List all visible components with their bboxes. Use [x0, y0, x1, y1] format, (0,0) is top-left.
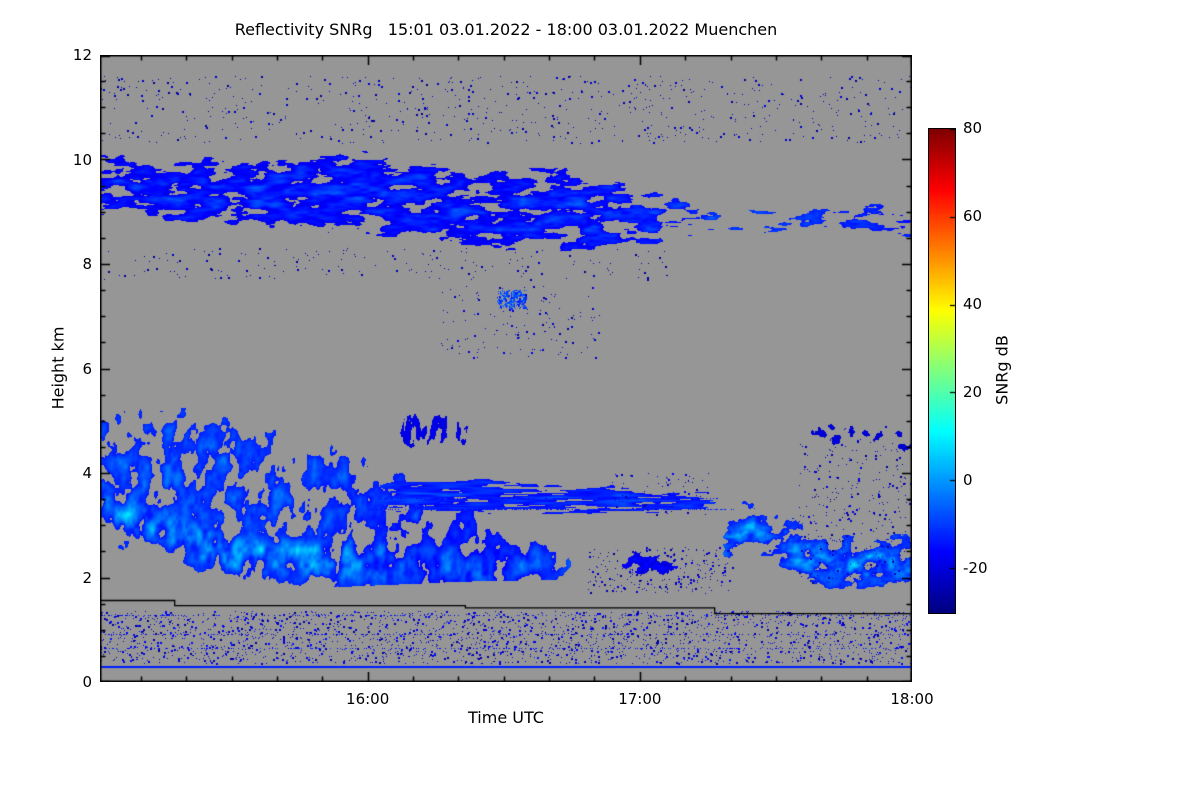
colorbar-label: SNRg dB	[992, 335, 1012, 405]
y-tick-label: 0	[82, 673, 92, 691]
colorbar-tick-label: 60	[963, 207, 983, 225]
y-tick-label: 12	[72, 46, 92, 64]
y-tick-label: 10	[72, 150, 92, 169]
y-tick-label: 8	[82, 255, 92, 273]
colorbar-tick-label: 20	[963, 383, 983, 401]
colorbar-tick-label: 0	[963, 471, 973, 489]
colorbar-tick-label: 80	[963, 119, 983, 137]
x-tick-label: 18:00	[890, 690, 934, 708]
colorbar-tick-label: -20	[963, 559, 988, 577]
y-tick-label: 4	[82, 464, 92, 482]
y-tick-label: 6	[82, 359, 92, 378]
colorbar-tick-label: 40	[963, 295, 983, 313]
x-tick-label: 16:00	[346, 690, 390, 708]
x-tick-label: 17:00	[618, 690, 662, 708]
colorbar-canvas	[928, 128, 956, 614]
y-tick-label: 2	[82, 568, 92, 587]
x-axis-label: Time UTC	[468, 708, 544, 727]
chart-title: Reflectivity SNRg 15:01 03.01.2022 - 18:…	[234, 20, 778, 39]
plot-canvas	[100, 55, 912, 682]
